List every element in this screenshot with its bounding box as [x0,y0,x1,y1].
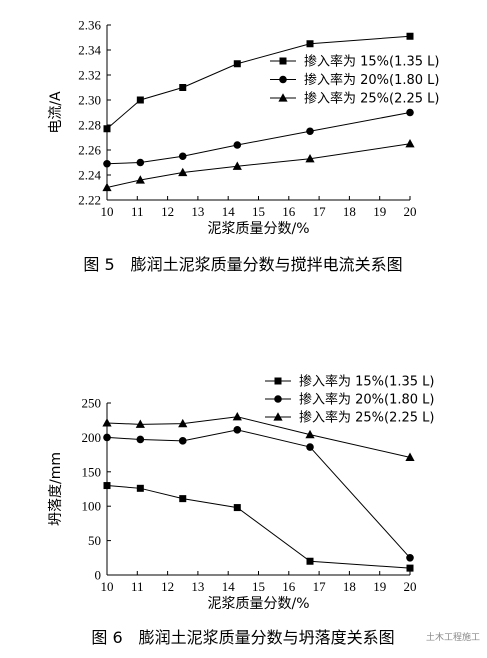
chart2-legend-marker-3 [273,412,283,421]
chart2-series-2-line [106,429,411,559]
chart2-x-tick-label: 18 [343,579,356,594]
chart1-series-3-line [106,143,411,188]
chart1-series-1-point [136,96,144,104]
chart2-y-axis-title: 坍落度/mm [48,452,64,526]
chart1-series-3-point [232,161,242,170]
chart2-series-3-point [178,418,188,428]
chart2-y-tick-label: 50 [88,533,101,548]
chart2-x-tick-label: 14 [222,579,236,594]
chart1-series-1-line [106,35,411,130]
chart2-series-3-line [106,416,411,458]
chart2-series-2-point [136,435,145,444]
chart1-caption: 图 5 膨润土泥浆质量分数与搅拌电流关系图 [83,255,402,274]
chart1-y-tick-label: 2.22 [78,193,101,208]
chart2-y-tick-label: 100 [82,499,102,514]
chart1-series-3-point [405,138,415,148]
chart2-series-1-point [406,564,414,572]
chart1-x-tick-label: 16 [282,204,296,219]
chart1-series-2-point [136,158,145,167]
chart2-legend-marker-2 [274,395,282,403]
chart1-legend-label-2: 掺入率为 20%(1.80 L) [304,72,440,88]
chart2-series-3-point [232,411,242,421]
chart2-legend-label-2: 掺入率为 20%(1.80 L) [299,392,435,408]
chart1-series-1-point [179,84,187,91]
chart1-series-2-line [106,112,411,165]
chart1-series-3-point [135,175,145,184]
chart2-series-1-point [306,557,314,565]
chart1-legend-marker-2 [279,75,287,84]
chart1-x-tick-label: 11 [131,204,144,219]
chart2-caption: 图 6 膨润土泥浆质量分数与坍落度关系图 [91,628,394,647]
chart2-x-tick-label: 17 [313,579,327,594]
chart2-x-tick-label: 16 [282,579,296,594]
chart1-x-tick-label: 15 [252,204,265,219]
chart1-series-1-point [233,60,241,68]
chart1-x-tick-label: 20 [404,204,417,219]
chart2-y-tick-label: 0 [95,568,102,583]
chart2-y-tick-label: 150 [82,464,102,479]
chart1-y-tick-label: 2.28 [78,118,101,133]
chart2-series-2-point [306,443,314,451]
chart1-legend-label-3: 掺入率为 25%(2.25 L) [304,91,440,107]
chart2-series-1-point [103,482,111,490]
chart1-y-tick-label: 2.24 [78,168,101,183]
chart1-series-1-point [103,125,111,133]
chart2-y-tick-label: 250 [82,396,102,411]
chart1-series-3-point [305,153,315,163]
chart1-y-axis-title: 电流/A [48,91,64,134]
chart2-series-3-point [305,429,315,439]
chart1-x-tick-label: 10 [101,204,114,219]
chart2-legend-marker-1 [274,377,282,385]
chart1-x-tick-label: 13 [191,204,204,219]
watermark-text: 土木工程施工 [426,631,480,643]
chart1-y-tick-label: 2.36 [78,18,101,33]
chart2-series-2-point [233,426,242,434]
chart1-y-tick-label: 2.30 [78,93,101,108]
chart1-series-2-point [103,159,111,168]
chart2-series-3-point [135,419,145,428]
chart1-x-tick-label: 14 [222,204,236,219]
chart2-x-tick-label: 12 [161,579,174,594]
chart2-series-1-line [106,485,411,569]
chart1-legend-label-1: 掺入率为 15%(1.35 L) [304,54,440,70]
chart2-series-1-point [233,504,241,512]
chart1-x-tick-label: 17 [313,204,327,219]
chart2-legend-label-1: 掺入率为 15%(1.35 L) [299,374,435,390]
chart1-series-2-point [178,152,187,161]
chart2-series-2-point [178,437,187,445]
chart1-legend-marker-3 [278,93,288,102]
chart2-x-tick-label: 13 [191,579,204,594]
chart2-x-tick-label: 20 [404,579,417,594]
chart2-series-2-point [406,554,414,562]
chart1-series-2-point [306,127,314,136]
chart1-series-3-point [102,182,112,192]
chart1-legend-marker-1 [279,57,287,65]
chart2-series-2-point [103,433,111,442]
chart1-x-tick-label: 18 [343,204,356,219]
chart1-series-1-point [306,40,314,48]
chart2-series-3-point [405,452,415,461]
chart2-series-1-point [179,495,187,503]
chart1-x-tick-label: 19 [373,204,386,219]
chart2-x-tick-label: 10 [101,579,114,594]
chart2-series-1-point [136,484,144,492]
chart1-y-tick-label: 2.26 [78,143,101,158]
chart1-y-tick-label: 2.34 [78,43,101,58]
chart1-x-axis-title: 泥浆质量分数/% [207,221,309,237]
chart2-x-tick-label: 19 [373,579,386,594]
chart1-series-2-point [233,141,242,149]
chart2-series-3-point [102,418,112,427]
chart1-series-2-point [406,108,414,117]
chart2-x-axis-title: 泥浆质量分数/% [207,596,309,612]
chart2-y-tick-label: 200 [82,430,102,445]
chart1-y-tick-label: 2.32 [78,68,101,83]
chart2-legend-label-3: 掺入率为 25%(2.25 L) [299,410,435,426]
chart1-series-3-point [178,167,188,177]
chart2-x-tick-label: 11 [131,579,144,594]
chart1-series-1-point [406,32,414,40]
chart1-x-tick-label: 12 [161,204,174,219]
chart2-x-tick-label: 15 [252,579,265,594]
